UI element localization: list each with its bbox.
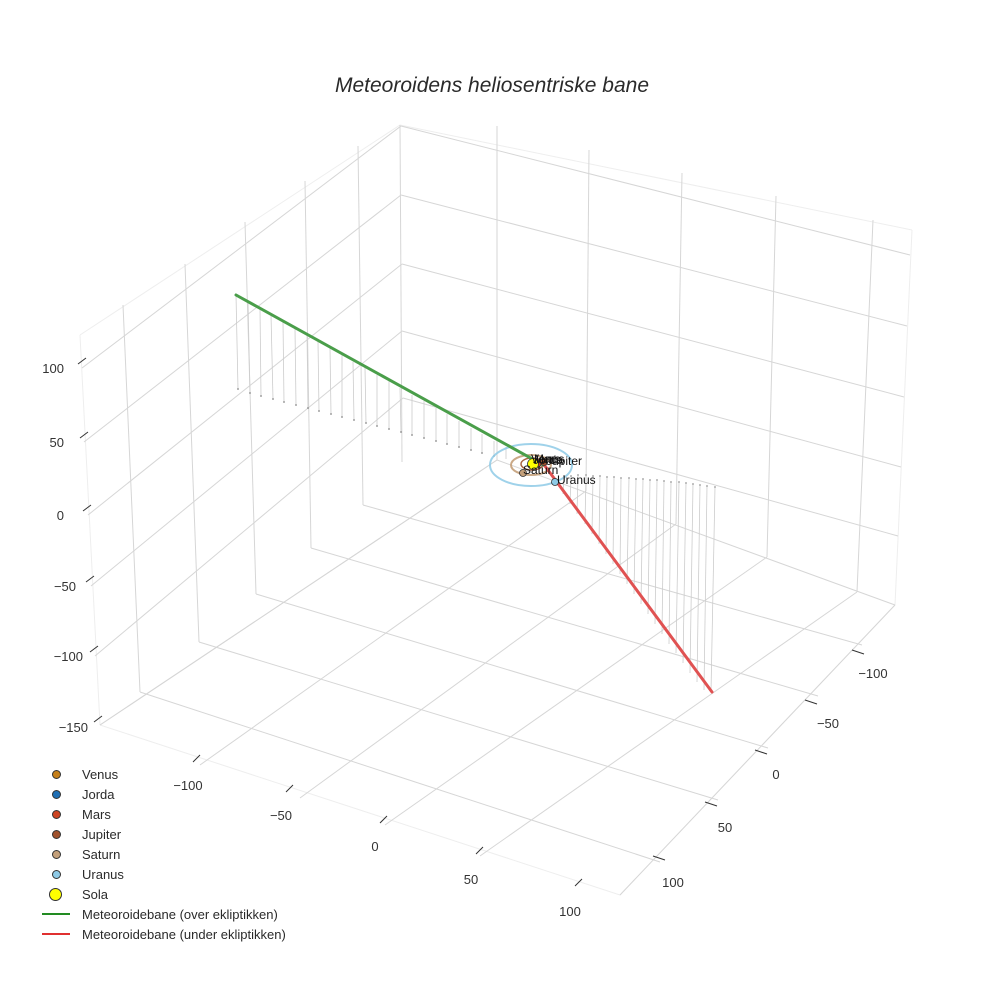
meteoroid-path-under-ecliptic[interactable] bbox=[543, 464, 714, 694]
marker-uranus[interactable] bbox=[551, 478, 559, 486]
svg-text:50: 50 bbox=[50, 435, 64, 450]
svg-text:0: 0 bbox=[772, 767, 779, 782]
svg-text:Jupiter: Jupiter bbox=[546, 454, 582, 468]
drop-line-dots-under bbox=[563, 474, 716, 488]
svg-text:0: 0 bbox=[57, 508, 64, 523]
drop-line-dots-over bbox=[237, 388, 495, 457]
orbit-uranus bbox=[489, 443, 573, 487]
legend-item-jupiter[interactable]: Jupiter bbox=[38, 824, 286, 844]
svg-text:0: 0 bbox=[371, 839, 378, 854]
legend-label: Saturn bbox=[82, 846, 121, 862]
drop-lines-under bbox=[555, 474, 716, 693]
legend-item-sola[interactable]: Sola bbox=[38, 884, 286, 904]
svg-text:−150: −150 bbox=[59, 720, 88, 735]
mars-marker-icon bbox=[52, 810, 61, 819]
planet-markers bbox=[519, 458, 559, 486]
legend-item-jorda[interactable]: Jorda bbox=[38, 784, 286, 804]
chart-title: Meteoroidens heliosentriske bane bbox=[334, 74, 650, 97]
saturn-marker-icon bbox=[52, 850, 61, 859]
green-line-icon bbox=[42, 913, 70, 915]
svg-text:100: 100 bbox=[42, 361, 64, 376]
marker-saturn[interactable] bbox=[519, 469, 527, 477]
y-axis-tick-labels: 100 50 0 −50 −100 bbox=[662, 666, 888, 890]
venus-marker-icon bbox=[52, 770, 61, 779]
svg-text:Saturn: Saturn bbox=[523, 463, 558, 477]
meteoroid-path-over-ecliptic[interactable] bbox=[234, 293, 547, 468]
svg-text:−100: −100 bbox=[54, 649, 83, 664]
svg-text:100: 100 bbox=[559, 904, 581, 919]
z-axis-tick-labels: 100 50 0 −50 −100 −150 bbox=[42, 361, 88, 735]
svg-text:−100: −100 bbox=[173, 778, 202, 793]
marker-sola[interactable] bbox=[527, 458, 539, 470]
legend: Venus Jorda Mars Jupiter Saturn Uranus S… bbox=[38, 764, 286, 944]
legend-item-venus[interactable]: Venus bbox=[38, 764, 286, 784]
planet-labels: Venus Jorda Mars Jupiter Saturn Uranus bbox=[523, 452, 596, 487]
legend-item-saturn[interactable]: Saturn bbox=[38, 844, 286, 864]
legend-label: Jorda bbox=[82, 786, 115, 802]
legend-label: Sola bbox=[82, 886, 109, 902]
jupiter-marker-icon bbox=[52, 830, 61, 839]
svg-text:100: 100 bbox=[662, 875, 684, 890]
legend-item-path-under[interactable]: Meteoroidebane (under ekliptikken) bbox=[38, 924, 286, 944]
svg-text:−50: −50 bbox=[54, 579, 76, 594]
legend-label: Meteoroidebane (under ekliptikken) bbox=[82, 926, 286, 942]
svg-text:Mars: Mars bbox=[534, 452, 561, 466]
legend-item-uranus[interactable]: Uranus bbox=[38, 864, 286, 884]
grid-floor bbox=[99, 459, 896, 896]
svg-text:50: 50 bbox=[718, 820, 732, 835]
legend-label: Meteoroidebane (over ekliptikken) bbox=[82, 906, 278, 922]
orbit-saturn bbox=[510, 454, 552, 476]
legend-item-mars[interactable]: Mars bbox=[38, 804, 286, 824]
tick-marks bbox=[77, 357, 865, 887]
svg-text:Uranus: Uranus bbox=[557, 473, 596, 487]
legend-label: Venus bbox=[82, 766, 119, 782]
svg-text:−50: −50 bbox=[270, 808, 292, 823]
jorda-marker-icon bbox=[52, 790, 61, 799]
legend-label: Mars bbox=[82, 806, 111, 822]
x-axis-tick-labels: −100 −50 0 50 100 bbox=[173, 778, 581, 919]
grid-back-left-wall bbox=[81, 124, 498, 726]
svg-text:50: 50 bbox=[464, 872, 478, 887]
legend-item-path-over[interactable]: Meteoroidebane (over ekliptikken) bbox=[38, 904, 286, 924]
red-line-icon bbox=[42, 933, 70, 935]
svg-text:Venus: Venus bbox=[531, 452, 564, 466]
svg-text:−50: −50 bbox=[817, 716, 839, 731]
legend-label: Jupiter bbox=[82, 826, 122, 842]
sun-marker-icon bbox=[49, 888, 62, 901]
drop-lines-over bbox=[235, 294, 507, 459]
svg-text:Jorda: Jorda bbox=[533, 453, 563, 467]
svg-text:−100: −100 bbox=[858, 666, 887, 681]
grid-back-right-wall bbox=[400, 125, 911, 606]
legend-label: Uranus bbox=[82, 866, 124, 882]
uranus-marker-icon bbox=[52, 870, 61, 879]
